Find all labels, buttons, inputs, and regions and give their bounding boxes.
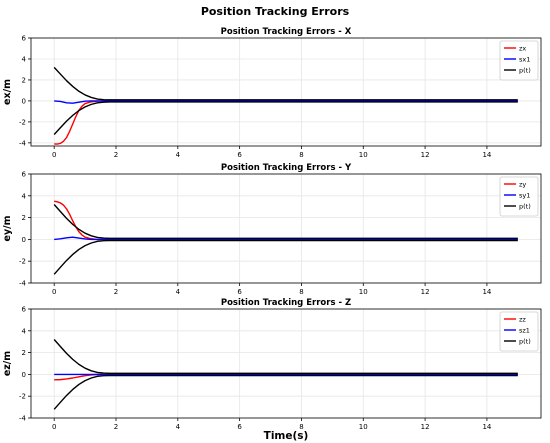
y-tick-label: 4: [22, 327, 27, 335]
chart-title: Position Tracking Errors - Y: [221, 163, 352, 173]
x-tick-label: 0: [52, 151, 56, 159]
y-tick-label: 2: [22, 76, 26, 84]
legend-label: p(t): [519, 337, 531, 345]
legend: zx sx1 p(t): [499, 40, 539, 81]
y-axis-label: ex/m: [2, 79, 13, 105]
x-tick-label: 0: [52, 288, 56, 296]
series-line-lower-bound: [53, 101, 518, 135]
x-tick-label: 6: [237, 288, 242, 296]
x-tick-label: 12: [421, 423, 430, 431]
x-tick-label: 10: [359, 151, 368, 159]
y-tick-label: -2: [19, 393, 26, 401]
x-tick-label: 2: [114, 423, 118, 431]
y-tick-label: 2: [22, 214, 26, 222]
plot-frame: [30, 173, 542, 284]
x-tick-label: 4: [176, 151, 181, 159]
y-axis-label: ez/m: [2, 351, 13, 376]
y-tick-label: -4: [19, 280, 27, 288]
series-line-pt: [53, 204, 518, 240]
chart-title: Position Tracking Errors - Z: [221, 298, 351, 308]
x-tick-label: 6: [237, 423, 242, 431]
x-tick-label: 14: [482, 423, 491, 431]
x-tick-label: 8: [299, 288, 303, 296]
y-axis-label: ey/m: [2, 215, 13, 241]
x-tick-label: 6: [237, 151, 242, 159]
y-tick-label: 4: [22, 55, 27, 63]
legend-label: zx: [519, 44, 526, 52]
legend: zz sz1 p(t): [499, 311, 539, 352]
legend-label: p(t): [519, 66, 531, 74]
figure-title: Position Tracking Errors: [201, 5, 350, 18]
legend-label: sz1: [519, 326, 530, 334]
plot-frame: [30, 308, 542, 419]
chart-panel-2: 0 2 4 6 8 10 12 14 -4 -2 0 2 4 6 Position Tracking Err…: [2, 163, 542, 296]
legend-label: sy1: [519, 191, 530, 199]
legend-label: p(t): [519, 202, 531, 210]
x-tick-label: 14: [482, 151, 491, 159]
plot-frame: [30, 37, 542, 147]
series-line-lower-bound: [53, 239, 518, 275]
x-tick-label: 10: [359, 288, 368, 296]
y-tick-label: -2: [19, 258, 26, 266]
y-tick-label: 6: [22, 171, 27, 179]
x-tick-label: 12: [421, 151, 430, 159]
series-line-pt: [53, 66, 518, 101]
y-tick-label: 6: [22, 35, 27, 43]
y-tick-label: -4: [19, 139, 27, 147]
y-tick-label: -2: [19, 118, 26, 126]
y-tick-label: 0: [22, 236, 26, 244]
chart-title: Position Tracking Errors - X: [221, 27, 352, 37]
y-tick-label: 0: [22, 97, 26, 105]
y-tick-label: 4: [22, 192, 27, 200]
x-tick-label: 2: [114, 151, 118, 159]
y-tick-label: 0: [22, 371, 26, 379]
y-tick-label: 6: [22, 306, 27, 314]
x-tick-label: 8: [299, 151, 303, 159]
x-tick-label: 0: [52, 423, 56, 431]
x-tick-label: 12: [421, 288, 430, 296]
series-line-lower-bound: [53, 374, 518, 410]
legend-label: zy: [519, 180, 526, 188]
x-tick-label: 2: [114, 288, 118, 296]
x-tick-label: 4: [176, 423, 181, 431]
x-axis-label: Time(s): [264, 430, 309, 442]
series-line-pt: [53, 339, 518, 375]
x-tick-label: 8: [299, 423, 303, 431]
legend-label: zz: [519, 315, 526, 323]
x-tick-label: 10: [359, 423, 368, 431]
y-tick-label: 2: [22, 349, 26, 357]
chart-panel-1: 0 2 4 6 8 10 12 14 -4 -2 0 2 4 6 Position Tracking Err…: [2, 27, 542, 159]
x-tick-label: 4: [176, 288, 181, 296]
y-tick-label: -4: [19, 415, 27, 423]
x-tick-label: 14: [482, 288, 491, 296]
chart-panel-3: 0 2 4 6 8 10 12 14 -4 -2 0 2 4 6 Position Tracking Err…: [2, 298, 542, 442]
series-line-sx1: [54, 100, 518, 104]
legend: zy sy1 p(t): [499, 176, 539, 217]
series-line-sy1: [54, 236, 518, 241]
legend-label: sx1: [519, 55, 530, 63]
